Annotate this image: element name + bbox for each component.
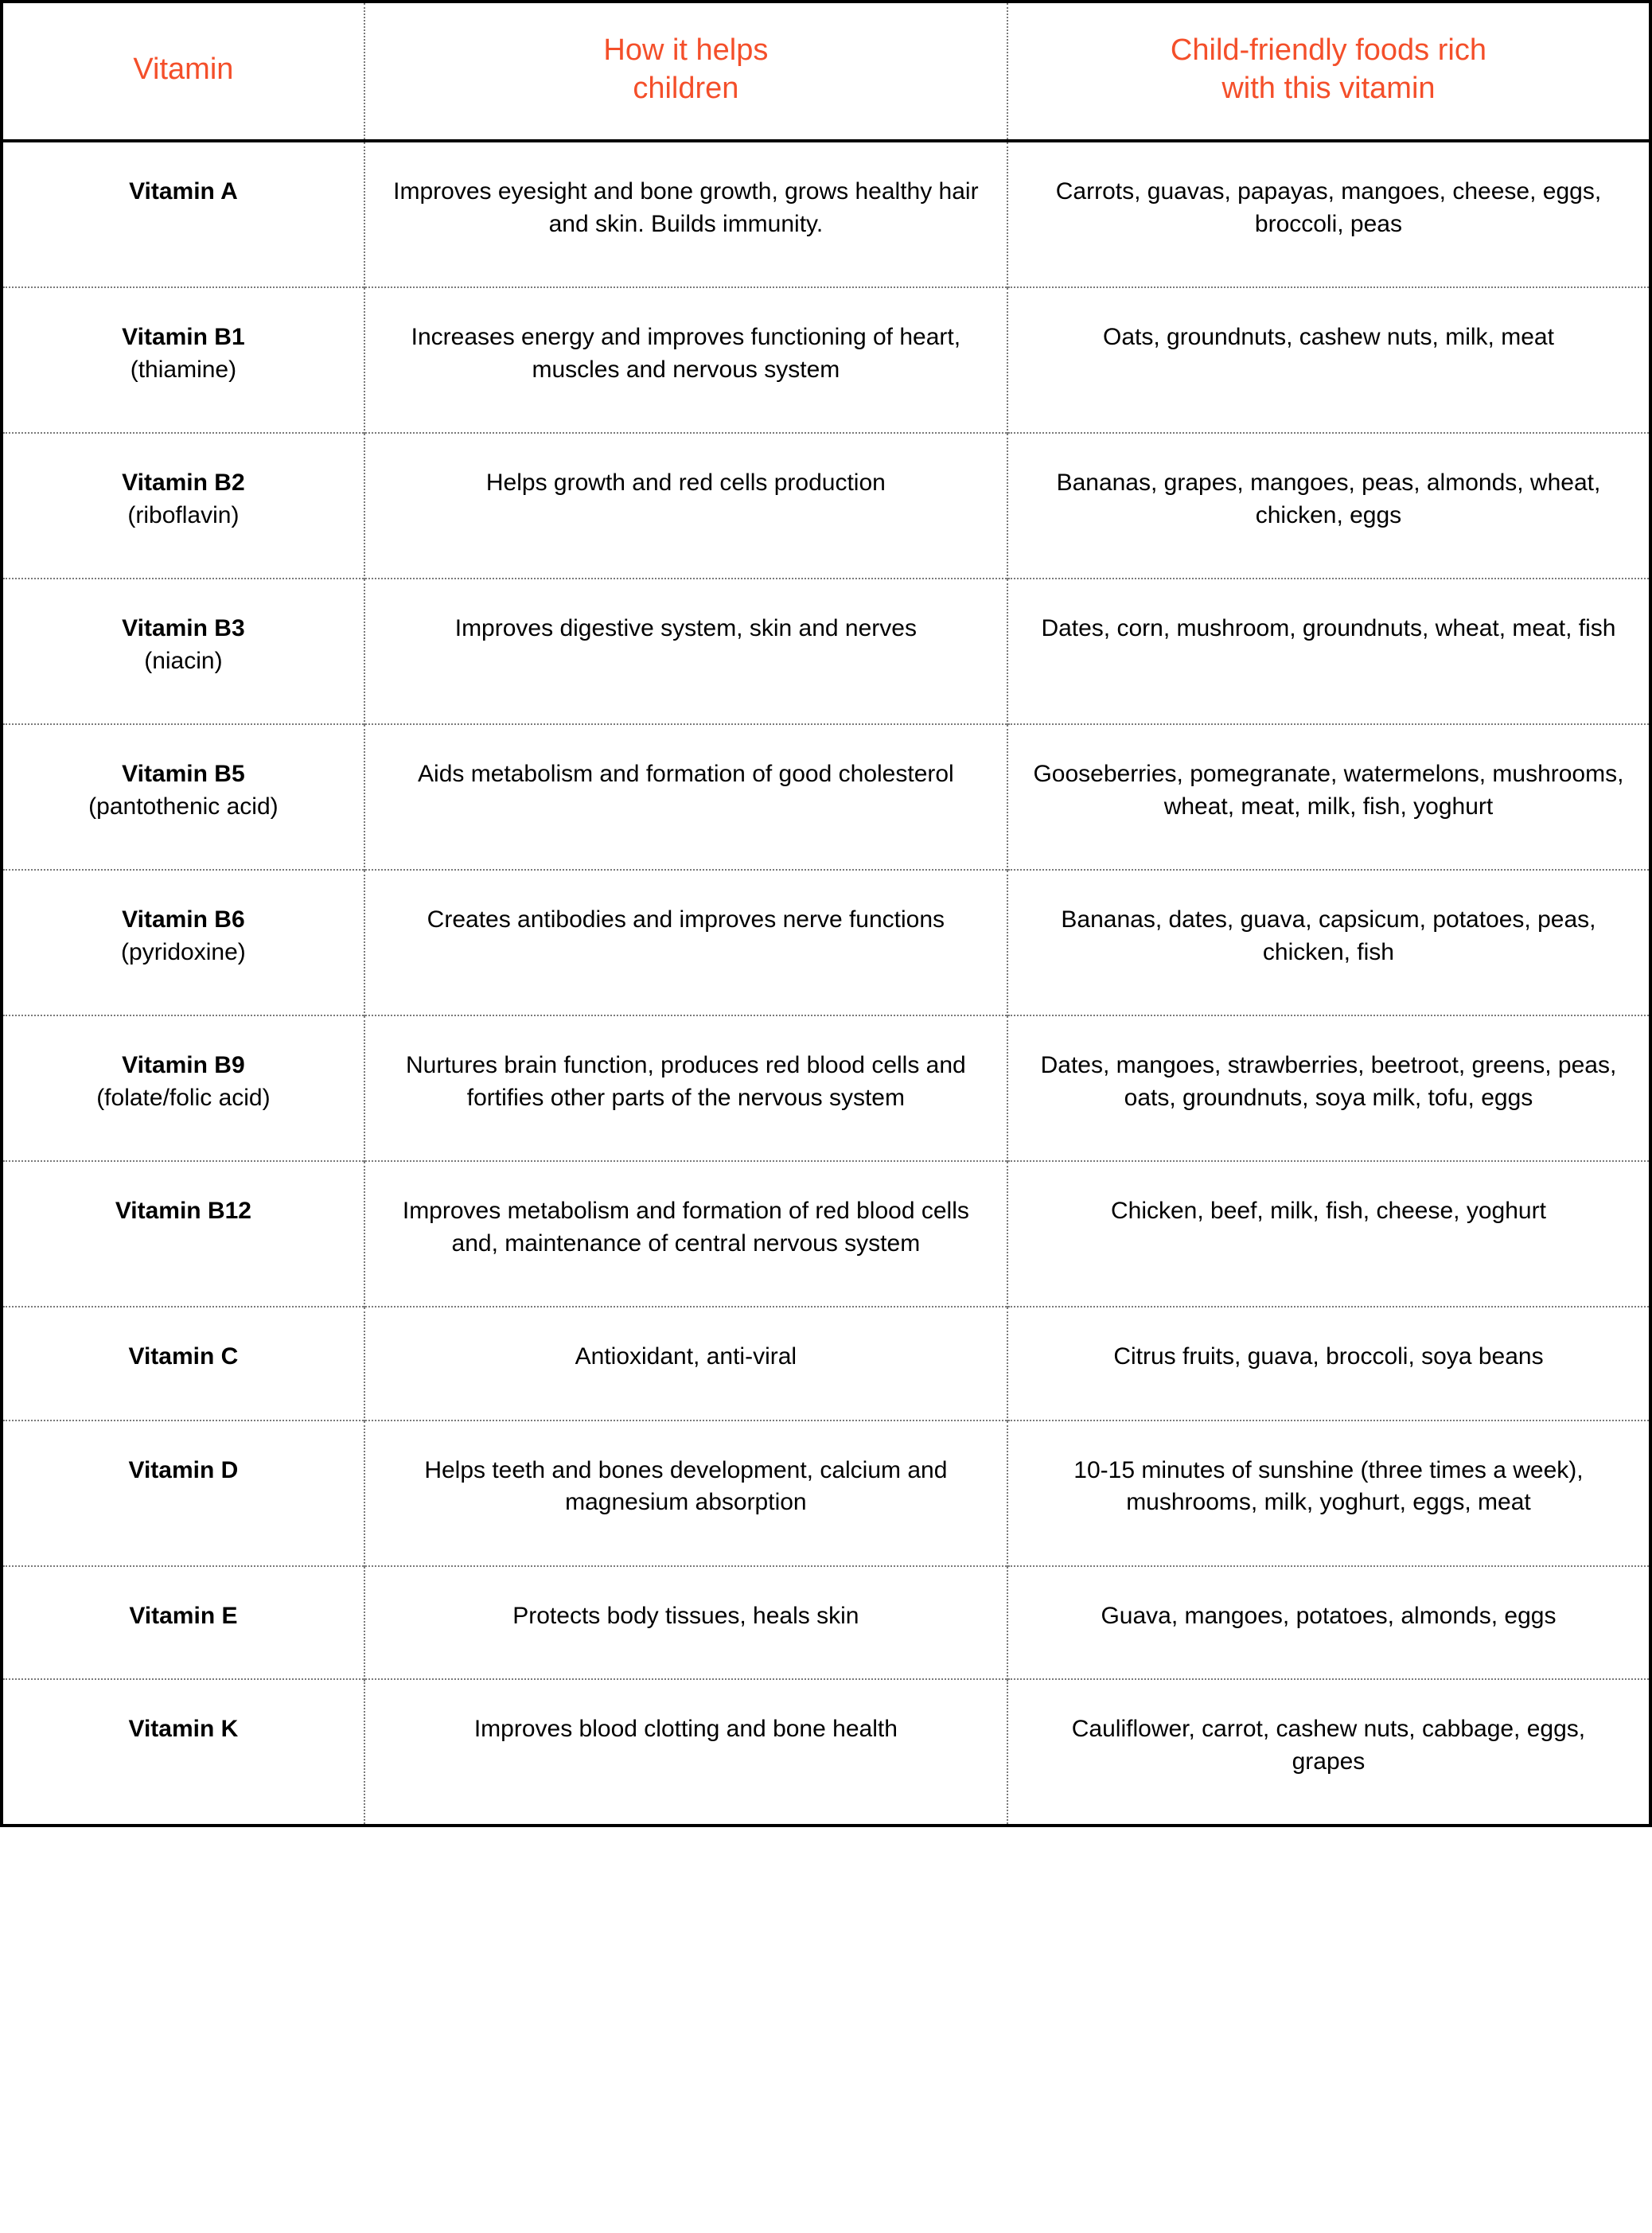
cell-foods: Dates, corn, mushroom, groundnuts, wheat…	[1007, 579, 1650, 724]
table-row: Vitamin B1 (thiamine) Increases energy a…	[2, 287, 1650, 433]
cell-helps: Increases energy and improves functionin…	[364, 287, 1007, 433]
table-row: Vitamin B6 (pyridoxine) Creates antibodi…	[2, 870, 1650, 1015]
table-row: Vitamin K Improves blood clotting and bo…	[2, 1679, 1650, 1826]
cell-vitamin: Vitamin E	[2, 1566, 364, 1680]
cell-helps: Antioxidant, anti-viral	[364, 1307, 1007, 1420]
cell-foods: Bananas, grapes, mangoes, peas, almonds,…	[1007, 433, 1650, 579]
vitamin-subname: (thiamine)	[131, 357, 236, 383]
cell-helps: Improves metabolism and formation of red…	[364, 1161, 1007, 1307]
vitamin-subname: (riboflavin)	[127, 502, 239, 528]
table-row: Vitamin B2 (riboflavin) Helps growth and…	[2, 433, 1650, 579]
vitamin-subname: (pantothenic acid)	[88, 793, 278, 820]
table-row: Vitamin B5 (pantothenic acid) Aids metab…	[2, 724, 1650, 870]
table-row: Vitamin B12 Improves metabolism and form…	[2, 1161, 1650, 1307]
cell-foods: Carrots, guavas, papayas, mangoes, chees…	[1007, 141, 1650, 287]
col-header-foods: Child-friendly foods richwith this vitam…	[1007, 2, 1650, 141]
vitamins-table: Vitamin How it helpschildren Child-frien…	[0, 0, 1652, 1827]
table-row: Vitamin B3 (niacin) Improves digestive s…	[2, 579, 1650, 724]
cell-foods: Dates, mangoes, strawberries, beetroot, …	[1007, 1015, 1650, 1161]
cell-foods: Citrus fruits, guava, broccoli, soya bea…	[1007, 1307, 1650, 1420]
cell-foods: Bananas, dates, guava, capsicum, potatoe…	[1007, 870, 1650, 1015]
vitamin-name: Vitamin B2	[122, 470, 245, 496]
vitamin-name: Vitamin C	[129, 1343, 239, 1370]
cell-vitamin: Vitamin D	[2, 1420, 364, 1566]
vitamin-name: Vitamin D	[129, 1457, 239, 1483]
cell-vitamin: Vitamin K	[2, 1679, 364, 1826]
cell-vitamin: Vitamin B12	[2, 1161, 364, 1307]
vitamin-name: Vitamin K	[129, 1716, 239, 1742]
cell-vitamin: Vitamin B2 (riboflavin)	[2, 433, 364, 579]
cell-foods: Guava, mangoes, potatoes, almonds, eggs	[1007, 1566, 1650, 1680]
cell-foods: Gooseberries, pomegranate, watermelons, …	[1007, 724, 1650, 870]
cell-vitamin: Vitamin B9 (folate/folic acid)	[2, 1015, 364, 1161]
table-body: Vitamin A Improves eyesight and bone gro…	[2, 141, 1650, 1826]
cell-foods: Cauliflower, carrot, cashew nuts, cabbag…	[1007, 1679, 1650, 1826]
table-row: Vitamin A Improves eyesight and bone gro…	[2, 141, 1650, 287]
vitamin-name: Vitamin B3	[122, 615, 245, 641]
cell-helps: Protects body tissues, heals skin	[364, 1566, 1007, 1680]
vitamin-subname: (folate/folic acid)	[96, 1085, 270, 1111]
cell-helps: Improves blood clotting and bone health	[364, 1679, 1007, 1826]
vitamin-name: Vitamin A	[129, 178, 238, 205]
cell-vitamin: Vitamin B6 (pyridoxine)	[2, 870, 364, 1015]
vitamin-name: Vitamin B1	[122, 324, 245, 350]
vitamin-name: Vitamin B5	[122, 761, 245, 787]
table-row: Vitamin B9 (folate/folic acid) Nurtures …	[2, 1015, 1650, 1161]
table-row: Vitamin C Antioxidant, anti-viral Citrus…	[2, 1307, 1650, 1420]
cell-helps: Creates antibodies and improves nerve fu…	[364, 870, 1007, 1015]
cell-vitamin: Vitamin B1 (thiamine)	[2, 287, 364, 433]
vitamin-name: Vitamin B6	[122, 906, 245, 933]
cell-helps: Helps growth and red cells production	[364, 433, 1007, 579]
cell-foods: 10-15 minutes of sunshine (three times a…	[1007, 1420, 1650, 1566]
cell-vitamin: Vitamin A	[2, 141, 364, 287]
vitamin-name: Vitamin B9	[122, 1052, 245, 1078]
vitamin-name: Vitamin B12	[115, 1198, 251, 1224]
cell-helps: Improves eyesight and bone growth, grows…	[364, 141, 1007, 287]
cell-helps: Nurtures brain function, produces red bl…	[364, 1015, 1007, 1161]
cell-vitamin: Vitamin B5 (pantothenic acid)	[2, 724, 364, 870]
cell-helps: Helps teeth and bones development, calci…	[364, 1420, 1007, 1566]
cell-foods: Oats, groundnuts, cashew nuts, milk, mea…	[1007, 287, 1650, 433]
cell-helps: Improves digestive system, skin and nerv…	[364, 579, 1007, 724]
table-header-row: Vitamin How it helpschildren Child-frien…	[2, 2, 1650, 141]
cell-helps: Aids metabolism and formation of good ch…	[364, 724, 1007, 870]
vitamin-name: Vitamin E	[129, 1603, 237, 1629]
table-row: Vitamin D Helps teeth and bones developm…	[2, 1420, 1650, 1566]
table-row: Vitamin E Protects body tissues, heals s…	[2, 1566, 1650, 1680]
vitamin-subname: (niacin)	[144, 648, 222, 674]
vitamins-table-container: Vitamin How it helpschildren Child-frien…	[0, 0, 1652, 1827]
col-header-vitamin: Vitamin	[2, 2, 364, 141]
cell-vitamin: Vitamin C	[2, 1307, 364, 1420]
col-header-helps: How it helpschildren	[364, 2, 1007, 141]
cell-foods: Chicken, beef, milk, fish, cheese, yoghu…	[1007, 1161, 1650, 1307]
cell-vitamin: Vitamin B3 (niacin)	[2, 579, 364, 724]
vitamin-subname: (pyridoxine)	[121, 939, 246, 965]
